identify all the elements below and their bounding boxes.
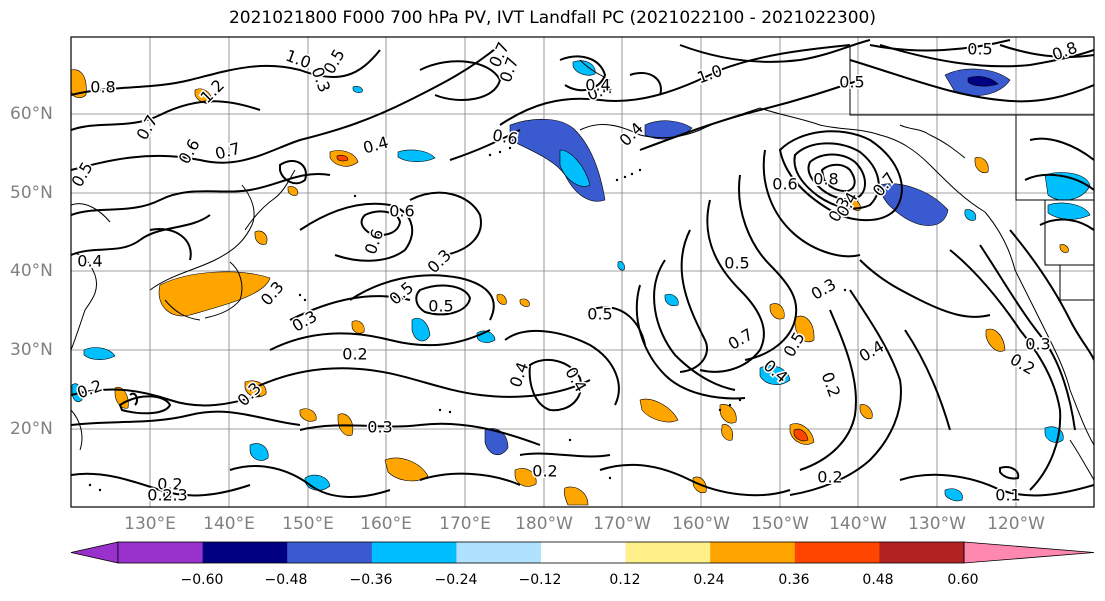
contour-label: 0.1	[995, 486, 1020, 505]
contour-label: 0.8	[1049, 38, 1079, 65]
shading-positive	[71, 69, 1069, 506]
colorbar-tick-label: 0.24	[693, 572, 725, 588]
colorbar-tick-label: −0.36	[349, 572, 393, 588]
contour-label: 0.3	[424, 246, 455, 277]
contour-label: 0.2	[1007, 350, 1039, 379]
colorbar-segment	[625, 542, 711, 563]
colorbar-segment	[794, 542, 880, 563]
lat-label-50n: 50°N	[10, 183, 53, 203]
contour-label: 0.2	[157, 475, 182, 494]
contour-label: 0.3	[367, 418, 392, 437]
colorbar-tick-label: 0.12	[609, 572, 641, 588]
contour-label: 0.8	[90, 78, 115, 97]
lon-label-160e: 160°E	[360, 514, 412, 534]
lat-label-30n: 30°N	[10, 340, 53, 360]
contour-label: 0.6	[175, 136, 204, 168]
contour-label: 0.2	[342, 345, 367, 364]
lon-label-130e: 130°E	[124, 514, 176, 534]
coastlines	[71, 45, 1094, 481]
contour-label: 0.5	[428, 297, 453, 316]
contour-label: 0.6	[361, 226, 388, 256]
colorbar-segment	[202, 542, 288, 563]
contour-label: 0.5	[839, 73, 864, 92]
contour-label: 0.4	[561, 364, 590, 396]
contour-label: 0.2	[532, 462, 557, 481]
contour-label: 0.6	[491, 125, 519, 148]
contour-label: 0.7	[725, 325, 757, 354]
colorbar	[70, 541, 1095, 564]
lon-label-150e: 150°E	[282, 514, 334, 534]
contour-label: 0.4	[585, 76, 610, 95]
colorbar-tick-label: 0.36	[778, 572, 810, 588]
lon-label-160w: 160°W	[672, 514, 730, 534]
colorbar-tick-label: −0.12	[518, 572, 562, 588]
lon-label-170w: 170°W	[593, 514, 651, 534]
contour-label: 0.2	[817, 468, 842, 487]
lat-label-60n: 60°N	[10, 104, 53, 124]
contour-label: 0.2	[147, 486, 172, 505]
colorbar-frame	[117, 541, 965, 564]
contour-label: 0.3	[162, 486, 187, 505]
lon-label-140w: 140°W	[829, 514, 887, 534]
colorbar-tick-label: −0.24	[434, 572, 478, 588]
lon-label-180w: 180°W	[515, 514, 573, 534]
contour-label: 0.3	[289, 307, 321, 336]
contour-label: 0.3	[1025, 335, 1050, 354]
colorbar-tick-label: 0.48	[862, 572, 894, 588]
plot-frame	[70, 36, 1095, 508]
lon-label-150w: 150°W	[751, 514, 809, 534]
contour-label: 0.4	[77, 252, 102, 271]
colorbar-segment	[118, 542, 204, 563]
contour-label: 0.5	[587, 305, 612, 324]
shading-negative	[71, 60, 1091, 502]
colorbar-segment	[879, 542, 965, 563]
colorbar-segment	[371, 542, 457, 563]
colorbar-segment	[456, 542, 542, 563]
colorbar-segment	[287, 542, 373, 563]
lon-label-170e: 170°E	[439, 514, 491, 534]
islands	[88, 146, 847, 492]
colorbar-tick-label: −0.60	[180, 572, 224, 588]
gridlines	[71, 37, 1094, 507]
colorbar-segment	[710, 542, 796, 563]
contour-label: 0.3	[808, 275, 840, 304]
map-title: 2021021800 F000 700 hPa PV, IVT Landfall…	[228, 8, 876, 28]
lon-label-120w: 120°W	[987, 514, 1045, 534]
contour-label: 0.2	[74, 376, 104, 403]
contour-label: 0.2	[818, 369, 845, 399]
contour-label: 0.4	[616, 119, 647, 150]
contour-label: 0.8	[813, 170, 838, 189]
lon-label-130w: 130°W	[908, 514, 966, 534]
contour-label: 0.6	[772, 175, 797, 194]
colorbar-extend-high	[963, 541, 1095, 564]
contour-label: 0.6	[389, 202, 414, 221]
lon-label-140e: 140°E	[203, 514, 255, 534]
lat-label-40n: 40°N	[10, 261, 53, 281]
contour-label: 0.5	[724, 254, 749, 273]
contour-label: 0.4	[506, 359, 533, 389]
pv-contours	[71, 39, 1094, 498]
colorbar-tick-label: 0.60	[947, 572, 979, 588]
lat-label-20n: 20°N	[10, 419, 53, 439]
contour-label: 0.5	[386, 278, 418, 309]
colorbar-tick-label: −0.48	[264, 572, 308, 588]
contour-label: 1.0	[694, 61, 724, 88]
contour-label: 0.7	[213, 139, 243, 164]
contour-label: 0.5	[967, 40, 992, 59]
colorbar-extend-low	[70, 541, 119, 564]
colorbar-segment	[541, 542, 627, 563]
contour-label: 0.5	[68, 159, 97, 191]
